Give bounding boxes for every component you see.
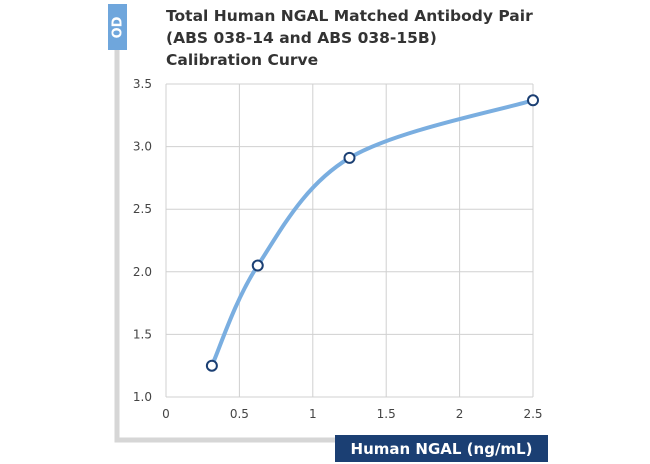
x-tick-label: 1.5 — [377, 407, 396, 421]
y-tick-label: 2.5 — [133, 202, 152, 216]
y-tick-label: 2.0 — [133, 265, 152, 279]
y-tick-label: 3.0 — [133, 140, 152, 154]
y-tick-label: 3.5 — [133, 77, 152, 91]
x-tick-label: 0 — [162, 407, 170, 421]
y-axis-label-text: OD — [110, 16, 125, 38]
x-tick-label: 1 — [309, 407, 317, 421]
y-tick-label: 1.5 — [133, 327, 152, 341]
data-point — [343, 151, 356, 164]
data-point — [205, 359, 218, 372]
x-tick-label: 2.5 — [523, 407, 542, 421]
x-tick-label: 0.5 — [230, 407, 249, 421]
x-tick-label: 2 — [456, 407, 464, 421]
chart-title: Total Human NGAL Matched Antibody Pair (… — [166, 5, 533, 71]
y-axis-label: OD — [108, 4, 127, 50]
x-axis-label: Human NGAL (ng/mL) — [335, 435, 548, 462]
series-line — [209, 98, 535, 368]
data-point — [527, 94, 539, 107]
title-line: Total Human NGAL Matched Antibody Pair — [166, 7, 533, 25]
title-line: (ABS 038-14 and ABS 038-15B) — [166, 29, 437, 47]
title-line: Calibration Curve — [166, 51, 319, 69]
y-tick-label: 1.0 — [133, 390, 152, 404]
data-point — [251, 259, 264, 272]
axis-frame — [114, 50, 340, 443]
